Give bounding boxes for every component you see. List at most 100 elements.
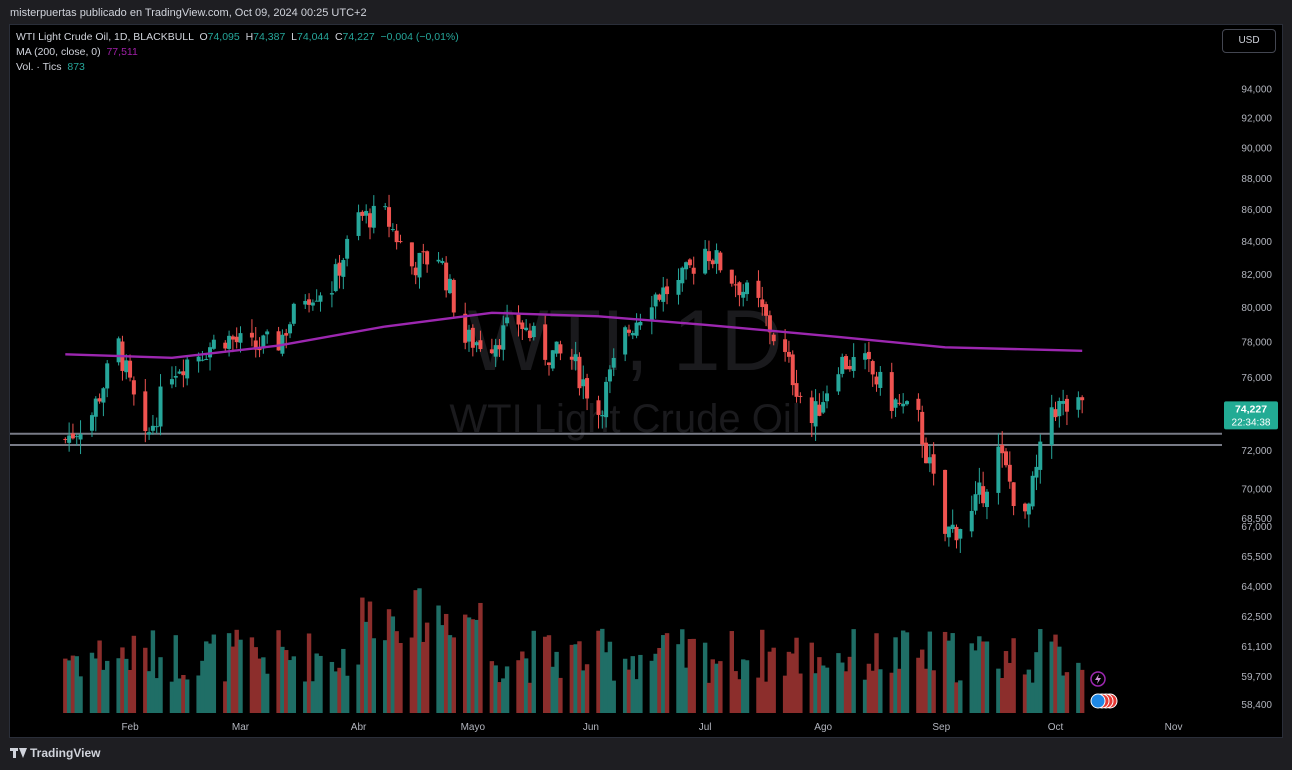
volume-bar [520, 651, 525, 713]
candle-body [234, 336, 239, 343]
volume-bar [600, 628, 605, 713]
volume-bar [306, 633, 312, 713]
volume-bar [264, 673, 270, 713]
y-tick-label: 92,000 [1241, 114, 1272, 125]
y-tick-label: 82,000 [1241, 270, 1272, 281]
candle-body [223, 342, 228, 349]
legend-ma-label[interactable]: MA (200, close, 0) [16, 46, 101, 58]
volume-bar [958, 680, 963, 713]
legend-volume-value: 873 [67, 61, 85, 73]
legend-ma-row[interactable]: MA (200, close, 0) 77,511 [16, 46, 138, 58]
x-month-label: Mayo [461, 722, 486, 733]
x-month-label: Jun [583, 722, 599, 733]
candle-body [1076, 397, 1081, 410]
candle-body [977, 482, 982, 495]
volume-bar [554, 651, 559, 713]
y-tick-label: 80,000 [1241, 303, 1272, 314]
moving-average-line [65, 311, 1083, 360]
legend-volume-row[interactable]: Vol. · Tics 873 [16, 61, 85, 73]
candle-body [516, 314, 521, 325]
volume-bar [649, 660, 655, 713]
candle-body [943, 469, 948, 534]
volume-bar [558, 677, 563, 713]
volume-bar [386, 609, 392, 713]
volume-bar [440, 625, 445, 713]
volume-bar [383, 640, 388, 713]
candle-body [501, 325, 506, 350]
volume-bar [474, 619, 479, 713]
candle-body [847, 365, 852, 370]
candle-body [714, 250, 719, 264]
candle-body [920, 411, 925, 445]
volume-bar [973, 650, 978, 713]
currency-button[interactable]: USD [1222, 29, 1276, 53]
candle-body [200, 359, 205, 361]
candle-body [543, 324, 548, 360]
volume-bar [980, 641, 986, 713]
volume-bar [230, 646, 236, 713]
volume-bar [337, 667, 342, 713]
volume-bar [284, 650, 289, 713]
volume-bar [794, 637, 799, 713]
volume-bar [417, 588, 422, 713]
candle-body [444, 262, 449, 291]
volume-bar [154, 678, 159, 713]
volume-bar [363, 621, 369, 713]
volume-bar [893, 637, 898, 713]
legend-volume-label[interactable]: Vol. · Tics [16, 61, 62, 73]
volume-bar [493, 665, 498, 713]
candle-body [756, 280, 761, 298]
candle-body [101, 388, 106, 403]
legend-symbol[interactable]: WTI Light Crude Oil, 1D, BLACKBULL [16, 31, 194, 43]
candle-body [790, 354, 795, 386]
chart-frame[interactable]: WTI, 1D WTI Light Crude Oil 94,000 92,000 9… [9, 24, 1283, 738]
candle-body [181, 371, 186, 376]
candle-body [840, 356, 845, 374]
candle-body [257, 347, 262, 351]
candle-body [866, 351, 871, 360]
x-month-label: Oct [1048, 722, 1064, 733]
candle-body [173, 375, 178, 378]
volume-bar [767, 651, 773, 713]
price-tag: 74,227 22:34:38 [1224, 401, 1278, 430]
volume-bar [546, 635, 552, 713]
candle-body [505, 317, 510, 324]
volume-bar [497, 682, 502, 713]
candle-body [950, 524, 955, 530]
volume-bar [999, 677, 1005, 713]
volume-bar [923, 668, 929, 713]
y-tick-label: 67,000 [1241, 522, 1272, 533]
candle-body [284, 333, 289, 336]
legend-symbol-row[interactable]: WTI Light Crude Oil, 1D, BLACKBULL O74,0… [16, 31, 459, 43]
tradingview-footer[interactable]: TradingView [10, 746, 100, 760]
volume-bar [501, 678, 506, 713]
volume-bar [664, 633, 670, 713]
candle-body [870, 361, 875, 375]
volume-bar [638, 654, 643, 713]
candle-body [524, 327, 529, 331]
candle-body [288, 324, 293, 334]
x-month-label: Nov [1165, 722, 1183, 733]
candle-body [371, 205, 376, 228]
volume-bar [744, 660, 750, 713]
volume-bar [680, 629, 685, 713]
y-tick-label: 61,100 [1241, 642, 1272, 653]
horizontal-levels [10, 432, 1222, 447]
legend-open: 74,095 [207, 31, 240, 43]
candle-body [581, 379, 586, 387]
y-tick-label: 88,000 [1241, 174, 1272, 185]
volume-bar [531, 630, 536, 713]
volume-bar [984, 641, 990, 713]
candle-body [676, 279, 681, 295]
volume-bar [523, 658, 529, 713]
candle-body [653, 294, 658, 307]
candle-body [996, 446, 1001, 493]
volume-bar [653, 653, 658, 713]
candle-body [931, 454, 936, 474]
candle-body [367, 213, 372, 228]
candle-body [889, 372, 894, 411]
volume-bar [424, 622, 430, 713]
volume-bar [177, 678, 182, 713]
candle-body [813, 401, 818, 427]
